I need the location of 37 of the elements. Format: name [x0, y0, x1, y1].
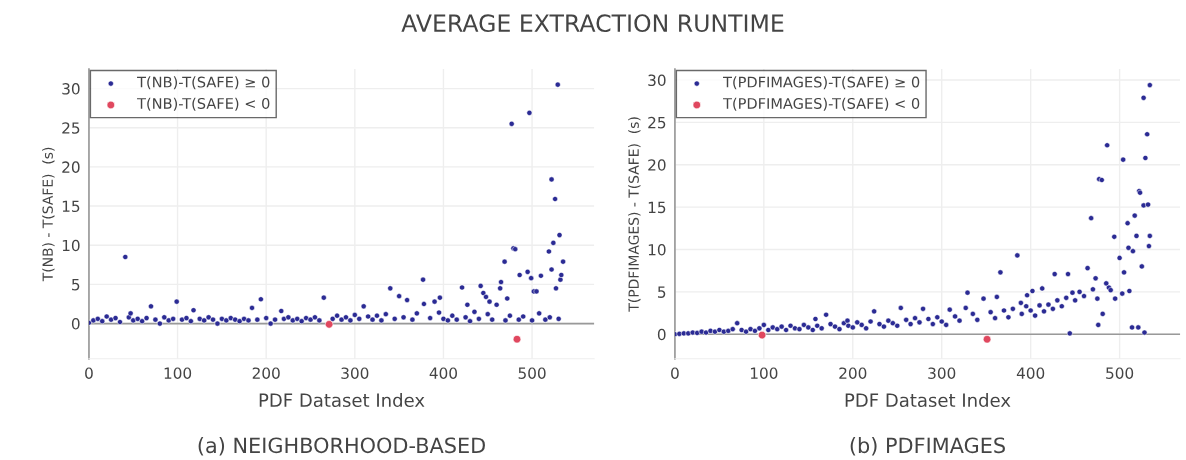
y-tick-label: 30 [62, 83, 80, 95]
x-tick-label: 400 [429, 367, 458, 379]
y-tick-label: 30 [648, 74, 666, 87]
x-tick-label: 200 [252, 367, 280, 379]
x-tick-label: 0 [671, 367, 679, 379]
x-tick-label: 200 [839, 367, 867, 379]
text: AVERAGE EXTRACTION RUNTIME [401, 14, 784, 33]
x-axis-title: PDF Dataset Index [259, 393, 425, 408]
y-tick-label: 20 [62, 161, 80, 173]
y-axis-title: T(PDFIMAGES) - T(SAFE) (s) [628, 117, 641, 312]
x-tick-label: 400 [1016, 367, 1045, 379]
x-tick-label: 300 [341, 367, 369, 379]
text: (a) NEIGHBORHOOD-BASED [198, 437, 485, 456]
text: (b) PDFIMAGES [850, 437, 1005, 456]
x-tick-label: 100 [164, 367, 192, 379]
y-tick-label: 25 [648, 116, 666, 129]
x-tick-label: 300 [928, 367, 956, 379]
y-tick-label: 20 [648, 159, 666, 171]
legend-label: T(PDFIMAGES)-T(SAFE) ≥ 0 [723, 76, 920, 90]
y-axis-title: T(NB) - T(SAFE) (s) [42, 147, 55, 282]
y-tick-label: 5 [658, 286, 666, 298]
legend-label: T(NB)-T(SAFE) < 0 [137, 97, 270, 111]
x-axis-title: PDF Dataset Index [845, 393, 1011, 408]
x-tick-label: 100 [750, 367, 778, 379]
y-tick-label: 5 [72, 279, 80, 291]
y-tick-label: 15 [62, 200, 80, 213]
y-tick-label: 0 [657, 328, 666, 341]
y-tick-label: 10 [62, 239, 80, 252]
x-tick-label: 500 [1106, 367, 1134, 379]
y-tick-label: 10 [648, 243, 666, 256]
y-tick-label: 15 [648, 201, 666, 214]
x-tick-label: 0 [85, 367, 93, 379]
legend-label: T(PDFIMAGES)-T(SAFE) < 0 [723, 97, 920, 111]
legend-label: T(NB)-T(SAFE) ≥ 0 [137, 76, 270, 90]
y-tick-label: 0 [71, 318, 80, 330]
y-tick-label: 25 [62, 122, 80, 134]
x-tick-label: 500 [518, 367, 546, 379]
